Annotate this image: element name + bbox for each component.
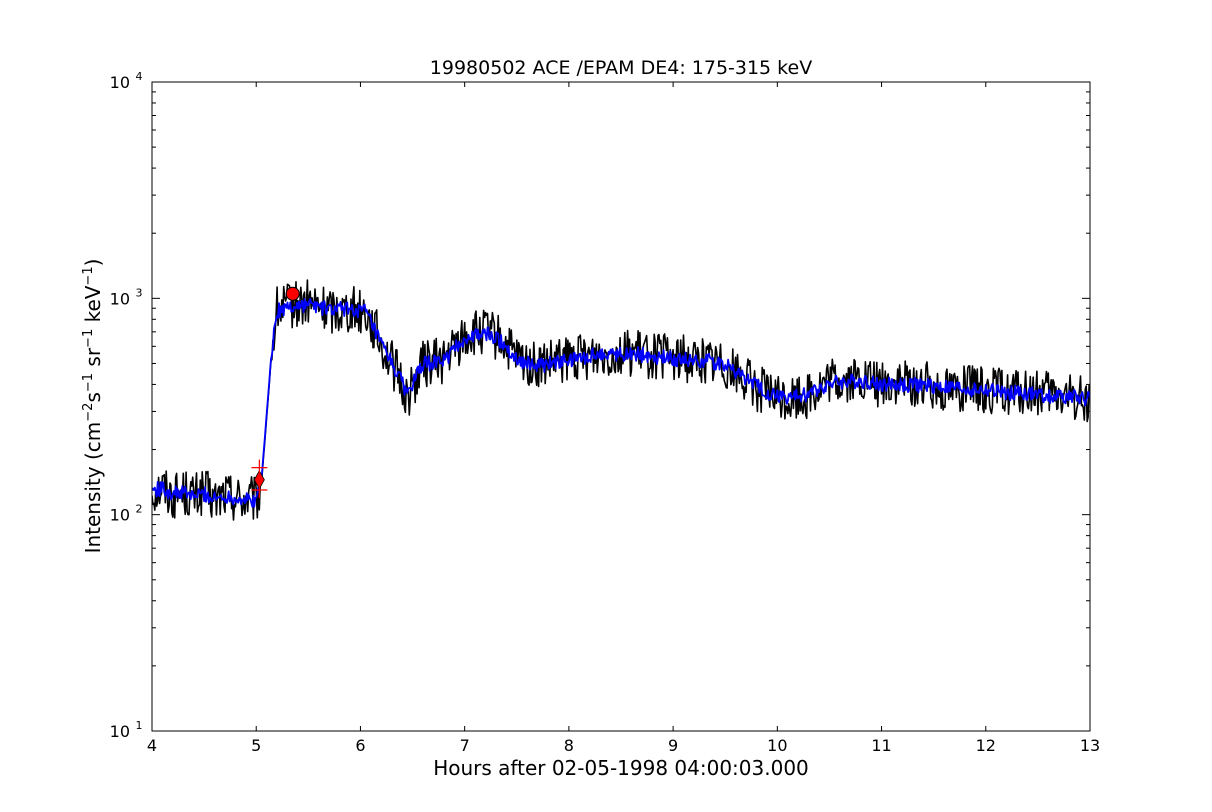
y-tick-exponent: 4	[136, 70, 143, 83]
y-label-exp2: −1	[81, 373, 96, 392]
y-label-mid3: keV	[81, 285, 105, 329]
plot-frame	[151, 81, 1091, 732]
series-line-smoothed	[152, 297, 1090, 508]
y-label-exp1: −2	[81, 403, 96, 422]
y-tick-label: 10	[110, 722, 130, 741]
y-label-exp4: −1	[81, 266, 96, 285]
x-axis-label: Hours after 02-05-1998 04:00:03.000	[433, 756, 809, 780]
y-label-exp3: −1	[81, 329, 96, 348]
y-tick-label: 10	[110, 73, 130, 92]
x-tick-label: 11	[871, 736, 891, 755]
series-line-raw	[152, 279, 1090, 521]
peak-marker	[285, 286, 300, 301]
y-label-prefix: Intensity (cm	[81, 422, 105, 554]
y-tick-exponent: 1	[136, 719, 143, 732]
y-tick-label: 10	[110, 506, 130, 525]
x-tick-label: 8	[564, 736, 574, 755]
x-axis: 4 5 6 7 8 9 10 11 12 13	[147, 82, 1100, 755]
x-tick-label: 12	[976, 736, 996, 755]
y-label-suffix: )	[81, 259, 105, 267]
x-tick-label: 10	[767, 736, 787, 755]
chart-title: 19980502 ACE /EPAM DE4: 175-315 keV	[430, 57, 812, 79]
y-axis: 10 1 10 2 10 3 10 4	[110, 70, 1090, 741]
y-axis-label: Intensity (cm−2s−1 sr−1 keV−1)	[81, 259, 105, 554]
y-tick-exponent: 2	[136, 503, 143, 516]
x-tick-label: 4	[147, 736, 157, 755]
y-tick-exponent: 3	[136, 286, 143, 299]
y-label-mid1: s	[81, 392, 105, 402]
y-label-mid2: sr	[81, 347, 105, 373]
x-tick-label: 7	[460, 736, 470, 755]
y-tick-label: 10	[110, 289, 130, 308]
x-tick-label: 5	[251, 736, 261, 755]
x-tick-label: 6	[355, 736, 365, 755]
x-tick-label: 13	[1080, 736, 1100, 755]
x-tick-label: 9	[668, 736, 678, 755]
